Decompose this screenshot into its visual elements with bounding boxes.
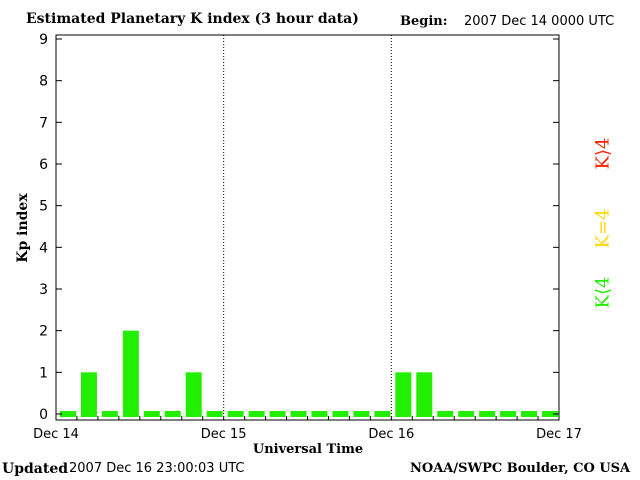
credit-text: NOAA/SWPC Boulder, CO USA [410,461,631,476]
kp-bar [374,411,391,417]
kp-bar [395,372,412,417]
kp-bar [143,411,160,417]
kp-bar [164,411,181,417]
kp-bar [206,411,223,417]
y-axis-label: Kp index [15,193,31,263]
y-tick-label: 2 [39,324,48,340]
x-tick-label: Dec 17 [536,427,582,442]
begin-label: Begin: [400,14,448,29]
kp-bar [437,411,454,417]
updated-timestamp: 2007 Dec 16 23:00:03 UTC [69,461,245,476]
kp-bar [269,411,286,417]
legend-k-greater-than-4: K⟩4 [592,137,614,170]
y-tick-label: 8 [39,74,48,90]
x-tick-label: Dec 16 [368,427,414,442]
x-tick-label: Dec 15 [201,427,247,442]
kp-bar [185,372,202,417]
kp-bar [500,411,517,417]
kp-bar [122,330,139,417]
kp-bar [60,411,76,417]
y-tick-label: 5 [39,199,48,215]
x-tick-label: Dec 14 [33,427,79,442]
kp-bar [311,411,328,417]
chart-title: Estimated Planetary K index (3 hour data… [26,11,359,27]
kp-bar [332,411,349,417]
kp-bar [290,411,307,417]
y-tick-label: 7 [39,115,48,131]
y-tick-label: 6 [39,157,48,173]
kp-bar [416,372,433,417]
y-tick-label: 9 [39,32,48,48]
kp-bar [458,411,475,417]
kp-bar [521,411,538,417]
kp-bar [80,372,97,417]
legend-k-less-than-4: K⟨4 [592,276,614,309]
y-tick-label: 1 [39,365,48,381]
legend-k-equals-4: K=4 [592,208,614,249]
kp-bar [248,411,265,417]
kp-bar [353,411,370,417]
updated-label: Updated [2,461,69,477]
y-tick-label: 0 [39,407,48,423]
y-tick-label: 4 [39,240,48,256]
kp-bar [101,411,118,417]
kp-bar [542,411,558,417]
begin-value: 2007 Dec 14 0000 UTC [464,14,615,29]
y-tick-label: 3 [39,282,48,298]
kp-bar [479,411,496,417]
x-axis-label: Universal Time [253,442,363,457]
kp-bar [227,411,244,417]
